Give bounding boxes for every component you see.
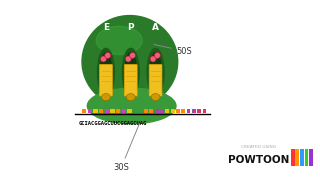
Bar — [116, 109, 120, 113]
Bar — [181, 109, 185, 113]
Circle shape — [125, 56, 131, 62]
Bar — [300, 148, 304, 166]
Bar — [93, 109, 98, 113]
Bar — [88, 109, 92, 113]
Ellipse shape — [98, 48, 114, 96]
FancyBboxPatch shape — [100, 64, 112, 96]
Bar — [105, 109, 109, 113]
Bar — [155, 109, 159, 113]
Bar — [99, 109, 103, 113]
Circle shape — [150, 56, 156, 62]
Ellipse shape — [87, 88, 176, 124]
Text: POWTOON: POWTOON — [228, 155, 289, 165]
Bar — [187, 109, 190, 113]
Ellipse shape — [96, 26, 142, 55]
Ellipse shape — [100, 53, 112, 92]
FancyBboxPatch shape — [124, 64, 137, 96]
FancyBboxPatch shape — [220, 138, 320, 179]
Ellipse shape — [150, 53, 161, 92]
Text: GCIACGGAGCUUCGGAGCUAG: GCIACGGAGCUUCGGAGCUAG — [79, 121, 147, 126]
Ellipse shape — [151, 94, 160, 101]
Bar — [127, 109, 132, 113]
Bar — [203, 109, 206, 113]
Text: 50S: 50S — [154, 44, 193, 55]
Bar — [295, 148, 299, 166]
Circle shape — [154, 52, 160, 58]
Bar — [122, 109, 126, 113]
Bar — [82, 109, 86, 113]
Bar — [165, 109, 169, 113]
Ellipse shape — [147, 48, 164, 96]
Text: A: A — [152, 23, 158, 32]
Bar — [192, 109, 196, 113]
Text: E: E — [103, 23, 109, 32]
Text: 30S: 30S — [113, 124, 140, 172]
Ellipse shape — [126, 94, 135, 101]
FancyBboxPatch shape — [149, 64, 162, 96]
Circle shape — [105, 52, 111, 58]
Bar — [197, 109, 201, 113]
Bar — [110, 109, 115, 113]
Text: CREATED USING: CREATED USING — [241, 145, 276, 148]
Bar — [160, 109, 164, 113]
Bar — [144, 109, 148, 113]
Ellipse shape — [125, 53, 137, 92]
Bar — [291, 148, 294, 166]
Bar — [149, 109, 153, 113]
Bar — [171, 109, 174, 113]
Bar — [309, 148, 313, 166]
Ellipse shape — [122, 48, 139, 96]
Ellipse shape — [101, 94, 110, 101]
Text: P: P — [127, 23, 134, 32]
Bar — [305, 148, 308, 166]
Bar — [176, 109, 180, 113]
Ellipse shape — [82, 15, 178, 108]
Circle shape — [100, 56, 107, 62]
Circle shape — [130, 52, 136, 58]
